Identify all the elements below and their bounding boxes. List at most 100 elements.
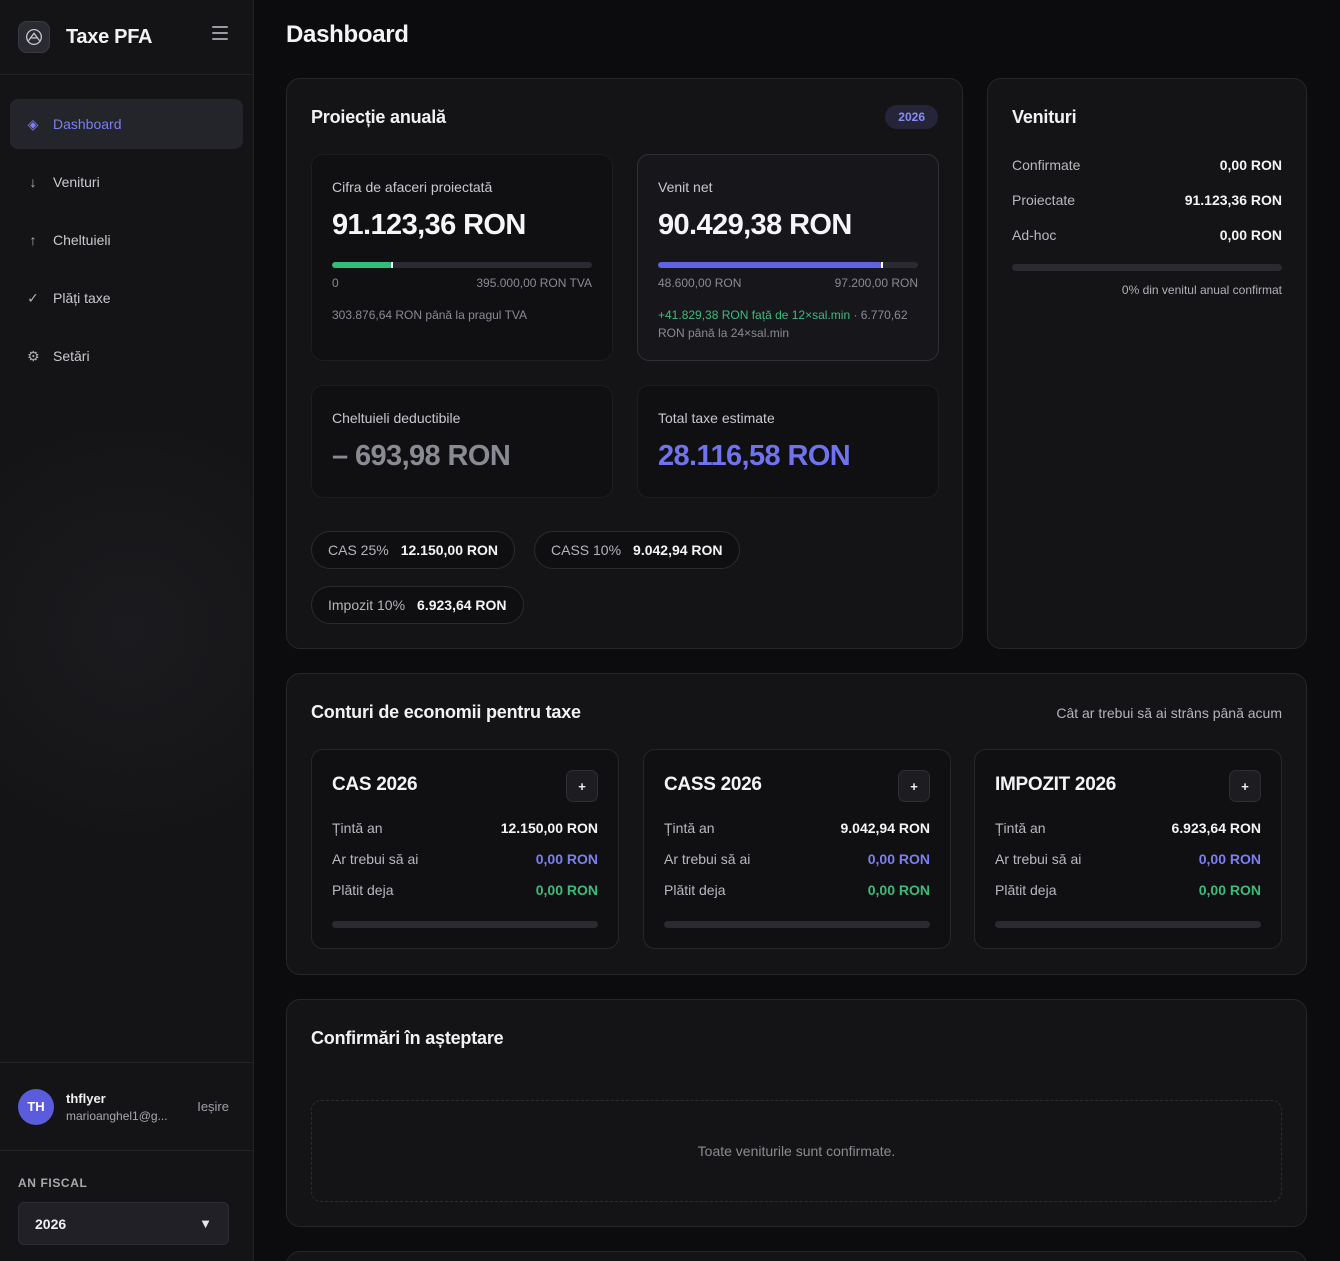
target-row: Țintă an 9.042,94 RON	[664, 820, 930, 840]
sidebar: Taxe PFA ◈ Dashboard ↓ Venituri ↑ Cheltu…	[0, 0, 254, 1261]
income-row-adhoc: Ad-hoc 0,00 RON	[1012, 227, 1282, 247]
expenses-value: – 693,98 RON	[332, 440, 511, 472]
net-income-note-rest: · 6.770,62 RON până la 24×sal.min	[658, 308, 908, 340]
next-card-edge	[286, 1251, 1307, 1261]
cass-pill: CASS 10% 9.042,94 RON	[534, 531, 740, 569]
income-progress-bar	[1012, 264, 1282, 271]
total-taxes-label: Total taxe estimate	[658, 410, 775, 426]
income-row-value: 0,00 RON	[1219, 227, 1282, 243]
should-have-row: Ar trebui să ai 0,00 RON	[995, 851, 1261, 871]
app-title: Taxe PFA	[66, 25, 153, 48]
hamburger-menu-icon[interactable]	[212, 26, 228, 42]
paid-label: Plătit deja	[332, 882, 394, 898]
pending-confirmations-card: Confirmări în așteptare Toate veniturile…	[286, 999, 1307, 1227]
paid-value: 0,00 RON	[535, 882, 598, 898]
fiscal-year-value: 2026	[35, 1215, 67, 1232]
income-row-label: Confirmate	[1012, 157, 1081, 173]
target-label: Țintă an	[332, 820, 383, 836]
should-have-row: Ar trebui să ai 0,00 RON	[332, 851, 598, 871]
income-row-projected: Proiectate 91.123,36 RON	[1012, 192, 1282, 212]
year-badge: 2026	[885, 105, 938, 129]
sidebar-item-label: Dashboard	[53, 116, 122, 132]
sidebar-item-label: Plăți taxe	[53, 290, 111, 306]
page-title: Dashboard	[286, 21, 409, 48]
net-income-value: 90.429,38 RON	[658, 209, 852, 241]
savings-subtitle: Cât ar trebui să ai strâns până acum	[1056, 705, 1282, 721]
target-value: 9.042,94 RON	[840, 820, 931, 836]
add-payment-button[interactable]: +	[898, 770, 930, 802]
user-email: marioanghel1@g...	[66, 1108, 168, 1123]
savings-title: Conturi de economii pentru taxe	[311, 702, 581, 722]
net-income-progress-bar	[658, 262, 918, 268]
pill-value: 12.150,00 RON	[400, 542, 498, 558]
sidebar-item-venituri[interactable]: ↓ Venituri	[10, 157, 243, 207]
net-income-min-label: 48.600,00 RON	[658, 276, 742, 290]
net-income-marker	[880, 262, 883, 268]
should-have-label: Ar trebui să ai	[664, 851, 751, 867]
net-income-max-label: 97.200,00 RON	[834, 276, 918, 290]
income-row-confirmed: Confirmate 0,00 RON	[1012, 157, 1282, 177]
turnover-progress-fill	[332, 262, 392, 268]
income-caption: 0% din venitul anual confirmat	[1121, 283, 1282, 297]
fiscal-year: AN FISCAL 2026 ▼	[18, 1176, 229, 1245]
income-row-value: 0,00 RON	[1219, 157, 1282, 173]
fiscal-year-label: AN FISCAL	[18, 1176, 88, 1190]
should-have-label: Ar trebui să ai	[332, 851, 419, 867]
user-block: TH thflyer marioanghel1@g... Ieșire	[0, 1062, 253, 1151]
pending-title: Confirmări în așteptare	[311, 1028, 504, 1048]
income-row-label: Ad-hoc	[1012, 227, 1057, 243]
cas-pill: CAS 25% 12.150,00 RON	[311, 531, 515, 569]
sidebar-nav: ◈ Dashboard ↓ Venituri ↑ Cheltuieli ✓ Pl…	[0, 75, 253, 381]
sidebar-item-cheltuieli[interactable]: ↑ Cheltuieli	[10, 215, 243, 265]
savings-progress-bar	[664, 921, 930, 928]
target-row: Țintă an 6.923,64 RON	[995, 820, 1261, 840]
sidebar-item-plati-taxe[interactable]: ✓ Plăți taxe	[10, 273, 243, 323]
logout-button[interactable]: Ieșire	[197, 1099, 229, 1114]
brand: Taxe PFA	[0, 0, 253, 75]
should-have-value: 0,00 RON	[1198, 851, 1261, 867]
arrow-up-icon: ↑	[29, 232, 37, 248]
main-content: Dashboard Proiecție anuală 2026 Cifra de…	[254, 0, 1340, 1261]
paid-row: Plătit deja 0,00 RON	[332, 882, 598, 902]
savings-account-title: IMPOZIT 2026	[995, 774, 1116, 795]
app-logo-icon	[18, 21, 50, 53]
check-icon: ✓	[27, 289, 39, 306]
savings-progress-bar	[995, 921, 1261, 928]
income-row-value: 91.123,36 RON	[1184, 192, 1282, 208]
gear-icon: ⚙	[27, 347, 40, 364]
paid-row: Plătit deja 0,00 RON	[664, 882, 930, 902]
savings-account-impozit: IMPOZIT 2026 + Țintă an 6.923,64 RON Ar …	[974, 749, 1282, 949]
savings-account-title: CASS 2026	[664, 774, 762, 795]
arrow-down-icon: ↓	[29, 174, 37, 190]
turnover-min-label: 0	[332, 276, 339, 290]
avatar: TH	[18, 1088, 54, 1125]
pill-label: Impozit 10%	[328, 597, 406, 613]
savings-account-title: CAS 2026	[332, 774, 418, 795]
projection-title: Proiecție anuală	[311, 107, 446, 127]
caret-down-icon: ▼	[199, 1216, 212, 1231]
sidebar-glow	[0, 420, 253, 840]
target-label: Țintă an	[995, 820, 1046, 836]
income-title: Venituri	[1012, 107, 1077, 127]
turnover-stat: Cifra de afaceri proiectată 91.123,36 RO…	[311, 154, 613, 361]
paid-label: Plătit deja	[995, 882, 1057, 898]
should-have-value: 0,00 RON	[867, 851, 930, 867]
user-name: thflyer	[66, 1090, 106, 1106]
should-have-label: Ar trebui să ai	[995, 851, 1082, 867]
sidebar-item-dashboard[interactable]: ◈ Dashboard	[10, 99, 243, 149]
net-income-note-green: +41.829,38 RON față de 12×sal.min	[658, 308, 851, 322]
sidebar-item-label: Setări	[53, 348, 90, 364]
add-payment-button[interactable]: +	[1229, 770, 1261, 802]
add-payment-button[interactable]: +	[566, 770, 598, 802]
paid-label: Plătit deja	[664, 882, 726, 898]
impozit-pill: Impozit 10% 6.923,64 RON	[311, 586, 524, 624]
income-row-label: Proiectate	[1012, 192, 1076, 208]
projection-card: Proiecție anuală 2026 Cifra de afaceri p…	[286, 78, 963, 649]
total-taxes-stat: Total taxe estimate 28.116,58 RON	[637, 385, 939, 498]
paid-value: 0,00 RON	[867, 882, 930, 898]
fiscal-year-select[interactable]: 2026 ▼	[18, 1202, 229, 1245]
sidebar-item-setari[interactable]: ⚙ Setări	[10, 331, 243, 381]
savings-card: Conturi de economii pentru taxe Cât ar t…	[286, 673, 1307, 975]
savings-account-cass: CASS 2026 + Țintă an 9.042,94 RON Ar tre…	[643, 749, 951, 949]
should-have-value: 0,00 RON	[535, 851, 598, 867]
